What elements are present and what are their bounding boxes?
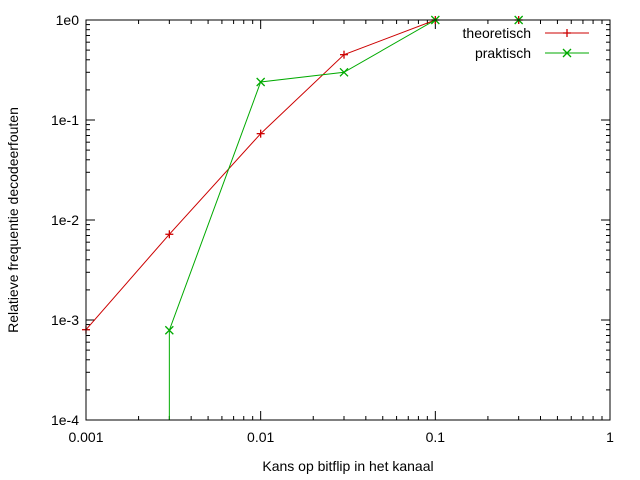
- marker-stroke: [339, 67, 349, 77]
- y-tick-label: 1e-4: [51, 412, 79, 428]
- cross-marker: [339, 67, 349, 77]
- x-tick-label: 0.1: [426, 429, 446, 445]
- marker-stroke: [164, 325, 174, 335]
- plot-frame: [85, 19, 611, 421]
- y-axis-label: Relatieve frequentie decodeerfouten: [5, 107, 21, 333]
- y-tick-label: 1e-1: [51, 112, 79, 128]
- x-tick-label: 1: [606, 429, 614, 445]
- x-tick-label: 0.01: [247, 429, 274, 445]
- y-tick-label: 1e0: [56, 12, 80, 28]
- x-axis-label: Kans op bitflip in het kanaal: [262, 458, 433, 474]
- plus-marker: [165, 230, 174, 239]
- legend-item: theoretisch: [463, 25, 589, 41]
- legend: theoretisch praktisch: [463, 25, 589, 61]
- cross-marker: [164, 325, 174, 335]
- y-tick-label: 1e-3: [51, 312, 79, 328]
- ticks-layer: 1e-4 1e-3 1e-2 1e-1 1e0 0.001 0.01 0.1 1: [51, 12, 614, 445]
- y-tick-label: 1e-2: [51, 212, 79, 228]
- plus-marker: [256, 129, 265, 138]
- marker-stroke: [562, 48, 572, 58]
- legend-label: theoretisch: [463, 25, 531, 41]
- plus-marker: [563, 29, 571, 37]
- cross-marker: [256, 77, 266, 87]
- legend-label: praktisch: [475, 45, 531, 61]
- plus-marker: [340, 50, 349, 59]
- x-tick-label: 0.001: [68, 429, 103, 445]
- cross-marker: [562, 48, 572, 58]
- legend-item: praktisch: [475, 45, 589, 61]
- marker-stroke: [256, 77, 266, 87]
